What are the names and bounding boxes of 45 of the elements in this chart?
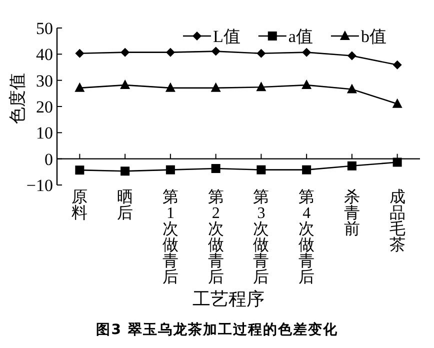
point [75, 48, 84, 58]
y-tick-label: 20 [36, 98, 53, 116]
point [74, 82, 85, 92]
x-tick-label: 第4次做青后 [298, 189, 315, 286]
x-tick-label: 晒后 [117, 189, 134, 222]
point [302, 48, 312, 57]
legend-label: b值 [360, 27, 386, 46]
x-tick-label: 杀青前 [344, 188, 360, 238]
y-tick-label: 30 [36, 71, 53, 90]
x-axis-title: 工艺程序 [192, 289, 264, 309]
point [302, 165, 312, 174]
point [120, 80, 130, 90]
point [120, 48, 130, 57]
point [166, 165, 175, 174]
y-tick-label: 10 [36, 124, 53, 143]
y-tick-label: −10 [26, 176, 53, 195]
point [165, 82, 176, 92]
x-tick-label: 第2次做青后 [208, 189, 224, 286]
point [166, 48, 175, 57]
point [256, 82, 266, 92]
point [346, 84, 357, 94]
x-tick-label: 第1次做青后 [162, 189, 178, 286]
y-tick-label: 50 [36, 19, 53, 38]
x-tick-label: 成品毛茶 [389, 188, 406, 254]
point [392, 98, 402, 108]
legend-label: L值 [213, 27, 240, 46]
point [347, 51, 356, 60]
point [256, 48, 266, 58]
x-tick-label: 第3次做青后 [253, 189, 270, 286]
text: 图3 翠玉乌龙茶加工过程的色差变化 [96, 321, 338, 338]
x-tick-label: 原料 [72, 189, 88, 222]
point [75, 166, 84, 175]
point [302, 80, 312, 90]
point [392, 158, 402, 167]
point [392, 60, 402, 70]
legend-label: a值 [288, 27, 313, 46]
point [211, 46, 220, 56]
y-tick-label: 40 [36, 45, 53, 64]
point [210, 82, 221, 92]
y-axis-title: 色度值 [8, 73, 27, 124]
point [211, 164, 220, 174]
y-tick-label: 0 [44, 150, 53, 169]
point [347, 161, 356, 170]
point [256, 165, 266, 174]
point [120, 166, 130, 176]
